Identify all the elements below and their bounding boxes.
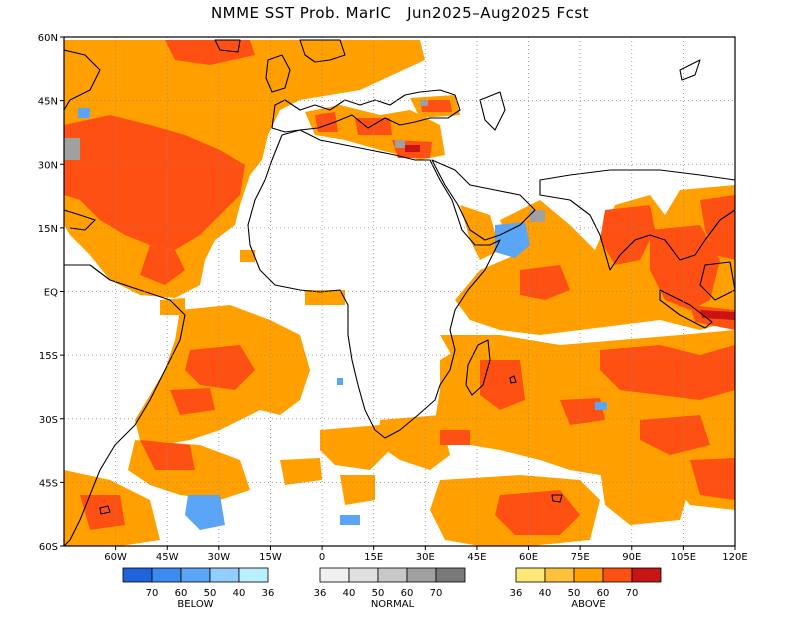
legend-tick-label: 40: [233, 588, 246, 599]
lat-tick-label: 15S: [39, 351, 58, 362]
legend-tick-label: 60: [597, 588, 610, 599]
lon-tick-label: 45W: [156, 552, 179, 563]
legend-tick-label: 70: [430, 588, 443, 599]
legend-tick-label: 70: [146, 588, 159, 599]
probability-shading: [64, 40, 735, 546]
sumatra-coastline: [659, 289, 713, 329]
legend-category-label: NORMAL: [371, 599, 415, 610]
above-normal-50-60-region: [64, 40, 735, 546]
europe-coastline: [271, 89, 461, 133]
legend-swatch: [122, 567, 153, 583]
legend-tick-label: 60: [401, 588, 414, 599]
above-normal-70-region: [405, 145, 735, 320]
asia-north-coastline: [479, 91, 506, 131]
legend-tick-label: 50: [204, 588, 217, 599]
legend-tick-label: 36: [314, 588, 327, 599]
legend-swatch: [573, 567, 604, 583]
legend-swatch: [209, 567, 240, 583]
legend-tick-label: 50: [372, 588, 385, 599]
lon-tick-label: 75E: [571, 552, 590, 563]
legend-tick-label: 50: [568, 588, 581, 599]
legend-swatch: [435, 567, 466, 583]
lat-tick-label: 15N: [38, 224, 58, 235]
legend-tick-label: 36: [510, 588, 523, 599]
lon-tick-label: 120E: [722, 552, 747, 563]
legend-below: 70 60 50 40 36 BELOW: [122, 567, 275, 610]
south-georgia-coastline: [99, 505, 111, 515]
lat-tick-label: 60S: [39, 542, 58, 553]
map-title: NMME SST Prob. MarIC Jun2025–Aug2025 Fcs…: [210, 4, 590, 22]
lon-tick-label: 0: [319, 552, 325, 563]
south-america-coastline: [64, 264, 186, 546]
lat-tick-label: 45N: [38, 97, 58, 108]
legend-normal: 36 40 50 60 70 NORMAL: [314, 567, 466, 610]
graticule: [64, 37, 735, 546]
lat-tick-label: EQ: [44, 288, 58, 299]
legend-swatch: [377, 567, 408, 583]
legend-tick-label: 36: [262, 588, 275, 599]
north-america-coastline: [64, 49, 101, 111]
legend-tick-label: 70: [626, 588, 639, 599]
lon-tick-label: 60W: [104, 552, 127, 563]
legend-swatch: [602, 567, 633, 583]
japan-coastline: [679, 59, 701, 81]
lon-tick-label: 105E: [671, 552, 696, 563]
below-normal-50-60-region: [78, 108, 607, 530]
legend-above: 36 40 50 60 70 ABOVE: [510, 567, 662, 610]
south-asia-coastline: [539, 169, 735, 271]
lon-tick-label: 60E: [519, 552, 538, 563]
iceland-coastline: [214, 39, 241, 53]
legend-tick-label: 40: [539, 588, 552, 599]
lon-tick-label: 30W: [208, 552, 231, 563]
coastlines: [64, 39, 735, 546]
legend-swatch: [631, 567, 662, 583]
britain-coastline: [265, 54, 291, 93]
lat-tick-label: 30S: [39, 415, 58, 426]
lat-tick-label: 60N: [38, 33, 58, 44]
legend-swatch: [238, 567, 269, 583]
normal-60-70-region: [64, 100, 545, 222]
longitude-axis: 60W 45W 30W 15W 0 15E 30E 45E 60E 75E 90E 105E 120E: [104, 546, 748, 563]
lat-tick-label: 45S: [39, 478, 58, 489]
legend-swatch: [319, 567, 350, 583]
legend-swatch: [348, 567, 379, 583]
legend-swatch: [515, 567, 546, 583]
borneo-coastline: [699, 261, 735, 301]
lat-tick-label: 30N: [38, 160, 58, 171]
lon-tick-label: 15W: [259, 552, 282, 563]
latitude-axis: 60N 45N 30N 15N EQ 15S 30S 45S 60S: [38, 33, 64, 553]
lon-tick-label: 15E: [364, 552, 383, 563]
lon-tick-label: 90E: [622, 552, 641, 563]
scandinavia-coastline: [299, 39, 346, 63]
mauritius-coastline: [509, 375, 517, 384]
legend-category-label: BELOW: [177, 599, 213, 610]
legend-swatch: [544, 567, 575, 583]
legend-swatch: [151, 567, 182, 583]
lon-tick-label: 45E: [467, 552, 486, 563]
legend-category-label: ABOVE: [571, 599, 605, 610]
africa-coastline: [247, 129, 501, 439]
legend-tick-label: 40: [343, 588, 356, 599]
legend-swatch: [180, 567, 211, 583]
legend-swatch: [406, 567, 437, 583]
legend-tick-label: 60: [175, 588, 188, 599]
lon-tick-label: 30E: [416, 552, 435, 563]
above-normal-60-70-region: [64, 40, 735, 535]
madagascar-coastline: [465, 339, 491, 396]
arabia-coastline: [431, 159, 536, 241]
caribbean-coastline: [64, 209, 96, 231]
kerguelen-coastline: [551, 494, 563, 503]
